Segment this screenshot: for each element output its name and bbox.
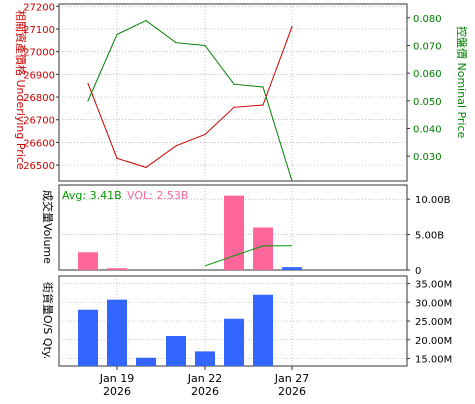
nominal-point <box>87 100 89 102</box>
x-tick-label-year: 2026 <box>191 385 219 398</box>
right-tick-label: 0.040 <box>413 124 442 135</box>
os-tick-label: 25.00M <box>415 317 452 328</box>
outstanding-bar <box>136 357 156 366</box>
nominal-point <box>204 44 206 47</box>
volume-bar <box>282 267 302 270</box>
volume-bar <box>78 252 98 270</box>
underlying-price-line <box>87 26 293 168</box>
x-tick-label-date: Jan 19 <box>99 372 134 385</box>
outstanding-bar <box>78 309 98 366</box>
volume-tick-label: 5.00B <box>415 231 444 242</box>
outstanding-bar <box>224 318 244 366</box>
outstanding-bar <box>195 351 215 366</box>
nominal-price-line <box>87 20 293 182</box>
left-tick-label: 27000 <box>23 48 55 59</box>
volume-bar <box>253 227 273 270</box>
underlying-point <box>291 26 293 28</box>
x-tick-label-year: 2026 <box>278 385 306 398</box>
os-tick-label: 30.00M <box>415 298 452 309</box>
right-tick-label: 0.070 <box>413 41 442 52</box>
volume-avg-label: Avg: 3.41B <box>62 189 122 202</box>
underlying-point <box>175 145 177 147</box>
nominal-axis-label: 控盤價 Nominal Price <box>455 26 469 139</box>
left-tick-label: 26700 <box>23 116 55 127</box>
left-tick-label: 26900 <box>23 70 55 81</box>
nominal-point <box>116 33 118 36</box>
left-tick-label: 26500 <box>23 161 55 172</box>
left-tick-label: 27100 <box>23 25 55 36</box>
volume-vol-label: VOL: 2.53B <box>127 189 188 202</box>
outstanding-bar <box>166 336 186 366</box>
os-tick-label: 15.00M <box>415 355 452 366</box>
volume-bar <box>107 268 127 270</box>
outstanding-axis-label: 街貨量O/S Qty. <box>41 282 55 359</box>
outstanding-bar <box>107 299 127 366</box>
nominal-point <box>262 86 264 88</box>
os-tick-label: 20.00M <box>415 336 452 347</box>
volume-tick-label: 0 <box>415 266 421 277</box>
right-tick-label: 0.060 <box>413 69 442 80</box>
nominal-point <box>233 83 235 85</box>
left-tick-label: 26600 <box>23 138 55 149</box>
volume-tick-label: 10.00B <box>415 195 451 206</box>
volume-average-line <box>204 245 293 267</box>
underlying-point <box>262 104 264 106</box>
x-tick-label-date: Jan 27 <box>274 372 309 385</box>
x-tick-label-date: Jan 22 <box>187 372 222 385</box>
nominal-point <box>145 19 147 22</box>
right-tick-label: 0.030 <box>413 152 442 163</box>
x-tick-label-year: 2026 <box>103 385 131 398</box>
underlying-point <box>233 106 235 108</box>
right-tick-label: 0.050 <box>413 97 442 108</box>
nominal-point <box>291 180 293 182</box>
underlying-point <box>116 157 118 159</box>
nominal-point <box>175 42 177 44</box>
underlying-point <box>204 133 206 136</box>
left-tick-label: 26800 <box>23 93 55 104</box>
outstanding-bar <box>253 294 273 366</box>
underlying-point <box>87 82 89 85</box>
right-tick-label: 0.080 <box>413 14 442 25</box>
volume-axis-label: 成交量Volume <box>41 190 55 264</box>
panel-frame-price <box>58 3 408 182</box>
underlying-axis-label: 相關資產價格 Underlying Price <box>14 10 28 170</box>
os-tick-label: 35.00M <box>415 280 452 291</box>
underlying-point <box>145 166 147 168</box>
volume-bar <box>224 195 244 270</box>
left-tick-label: 27200 <box>23 2 55 13</box>
